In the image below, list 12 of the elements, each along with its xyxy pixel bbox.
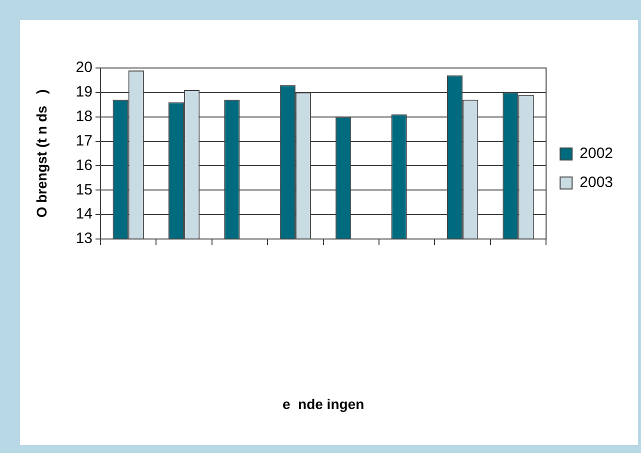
y-tick-label: 13 <box>76 230 92 248</box>
y-tick-label: 15 <box>76 181 92 198</box>
y-tick-label: 18 <box>76 108 92 125</box>
y-tick-label: 16 <box>76 156 92 174</box>
text: e nde ingen <box>282 396 364 412</box>
y-tick-label: 17 <box>76 132 92 150</box>
y-tick-label: 20 <box>76 59 92 76</box>
legend-label: 2003 <box>580 174 614 192</box>
y-tick-label: 14 <box>76 206 92 223</box>
y-tick-label: 19 <box>76 84 92 101</box>
y-axis-title: O brengst (t n ds ) <box>33 89 50 218</box>
legend-label: 2002 <box>580 145 614 162</box>
